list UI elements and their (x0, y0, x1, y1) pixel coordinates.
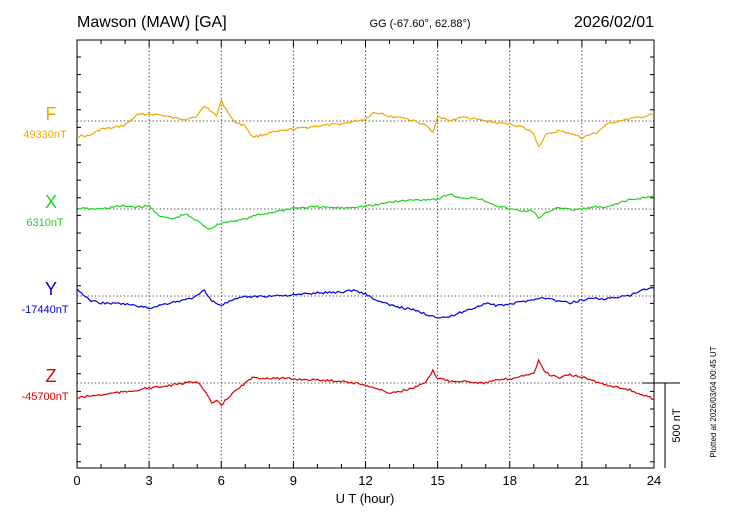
series-baseline-value-x: 6310nT (26, 217, 64, 229)
series-labels: F 49330nT X 6310nT Y -17440nT Z -45700nT (21, 104, 68, 403)
date-label: 2026/02/01 (574, 14, 654, 31)
coordinates-label: GG (-67.60°, 62.88°) (369, 18, 470, 30)
scale-bar: 500 nT (642, 382, 683, 468)
x-tick-label: 3 (146, 473, 153, 488)
x-tick-label: 6 (218, 473, 225, 488)
grid (77, 40, 654, 468)
series-line-y (76, 286, 655, 319)
x-tick-label: 18 (503, 473, 517, 488)
series-baseline-value-z: -45700nT (21, 391, 68, 403)
x-axis: 0 3 6 9 12 15 18 21 24 (73, 40, 661, 488)
x-tick-label: 0 (73, 473, 80, 488)
series-baseline-value-y: -17440nT (21, 304, 68, 316)
x-tick-label: 21 (575, 473, 589, 488)
scale-bar-label: 500 nT (671, 408, 683, 443)
x-axis-label: U T (hour) (336, 491, 395, 506)
plotted-timestamp: Plotted at 2026/03/04 00:45 UT (709, 346, 718, 457)
x-tick-label: 9 (290, 473, 297, 488)
series-baseline-value-f: 49330nT (23, 129, 67, 141)
series-line-z (76, 358, 655, 407)
series-line-x (76, 193, 655, 230)
series-line-f (77, 98, 655, 148)
x-tick-label: 15 (430, 473, 444, 488)
series-name-x: X (45, 192, 57, 212)
station-title: Mawson (MAW) [GA] (77, 14, 227, 31)
series-name-y: Y (45, 279, 57, 299)
x-tick-label: 24 (647, 473, 661, 488)
x-tick-label: 12 (358, 473, 372, 488)
series-name-f: F (46, 104, 57, 124)
data-series (76, 98, 655, 407)
series-name-z: Z (46, 366, 57, 386)
